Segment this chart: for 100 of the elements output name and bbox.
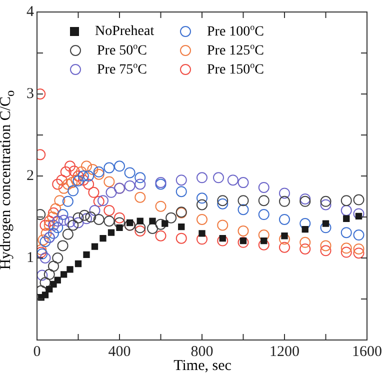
point — [44, 220, 55, 231]
point — [116, 224, 123, 231]
point — [300, 196, 311, 207]
point — [52, 222, 64, 234]
point — [196, 214, 208, 225]
x-tick-label: 0 — [33, 344, 41, 360]
point — [258, 195, 270, 206]
point — [320, 222, 332, 234]
point — [58, 182, 70, 194]
point — [217, 195, 228, 206]
point — [48, 228, 59, 239]
point — [279, 242, 290, 253]
point — [93, 166, 104, 178]
point — [238, 195, 249, 206]
point — [64, 216, 76, 228]
point — [124, 167, 136, 178]
point — [258, 230, 270, 241]
point — [134, 172, 146, 184]
point — [176, 232, 187, 244]
point — [340, 195, 352, 206]
point — [85, 212, 96, 222]
legend-label: Pre 100$^{o}$C — [207, 22, 264, 41]
point — [91, 243, 98, 250]
y-tick-label: 1 — [26, 250, 34, 266]
point — [281, 232, 288, 240]
point — [64, 160, 76, 172]
point — [114, 160, 125, 172]
point — [114, 212, 125, 224]
point — [353, 194, 364, 206]
point — [155, 230, 166, 242]
point — [343, 215, 350, 222]
point — [217, 220, 228, 231]
point — [48, 207, 59, 218]
point — [155, 200, 166, 212]
point — [68, 166, 80, 177]
point — [72, 170, 84, 182]
point — [124, 180, 136, 192]
point — [217, 198, 228, 210]
point — [37, 244, 47, 256]
point — [279, 196, 290, 207]
point — [162, 220, 168, 227]
point — [48, 220, 59, 231]
point — [104, 204, 115, 216]
point — [93, 168, 104, 180]
point — [196, 199, 208, 210]
point — [98, 195, 108, 206]
point — [60, 271, 68, 278]
point — [89, 204, 100, 216]
point — [83, 178, 94, 190]
point — [340, 204, 352, 216]
point — [78, 170, 89, 182]
point — [114, 217, 125, 228]
point — [68, 185, 79, 196]
point — [72, 217, 84, 228]
point — [74, 260, 82, 268]
point — [52, 252, 64, 264]
point — [88, 186, 100, 198]
point — [104, 176, 115, 188]
point — [52, 178, 64, 190]
point — [40, 252, 51, 264]
point — [320, 245, 332, 256]
point — [260, 237, 268, 244]
legend-label: Pre 125$^{o}$C — [207, 41, 264, 60]
point — [76, 166, 87, 178]
point — [56, 174, 68, 186]
legend-label: Pre 75$^{o}$C — [97, 60, 148, 79]
point — [58, 214, 70, 226]
point — [217, 235, 228, 246]
y-tick-label: 4 — [26, 4, 34, 20]
point — [81, 213, 92, 224]
point — [353, 230, 364, 241]
point — [227, 174, 238, 186]
point — [48, 260, 59, 272]
point — [300, 193, 311, 204]
point — [166, 212, 177, 224]
point — [340, 242, 352, 254]
point — [300, 243, 311, 254]
point — [78, 174, 89, 186]
point — [198, 230, 206, 237]
point — [322, 220, 330, 227]
point — [238, 177, 249, 188]
point — [104, 162, 115, 174]
point — [93, 196, 104, 207]
point — [66, 266, 74, 273]
point — [42, 292, 49, 298]
point — [54, 195, 66, 206]
point — [258, 239, 270, 250]
point — [83, 170, 94, 182]
point — [108, 229, 115, 236]
point — [57, 240, 68, 252]
point — [62, 196, 74, 207]
point — [81, 160, 92, 172]
point — [93, 214, 104, 225]
point — [44, 216, 55, 227]
point — [78, 210, 90, 221]
point — [258, 182, 270, 193]
point — [238, 236, 249, 248]
point — [40, 277, 51, 288]
point — [50, 203, 62, 214]
legend-label: Pre 150$^{o}$C — [207, 60, 264, 79]
